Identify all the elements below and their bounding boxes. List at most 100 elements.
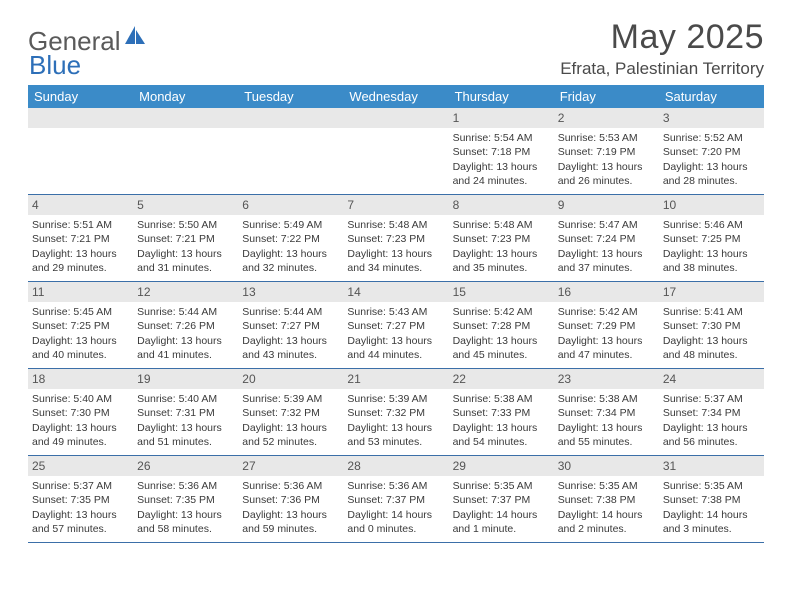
date-number: 22 bbox=[449, 369, 554, 389]
day-cell: 2Sunrise: 5:53 AMSunset: 7:19 PMDaylight… bbox=[554, 108, 659, 194]
sun-info-line: and 34 minutes. bbox=[347, 261, 444, 275]
date-number: 8 bbox=[449, 195, 554, 215]
sun-info-line: Sunrise: 5:42 AM bbox=[558, 305, 655, 319]
day-cell: 12Sunrise: 5:44 AMSunset: 7:26 PMDayligh… bbox=[133, 282, 238, 368]
sun-info-line: Sunset: 7:34 PM bbox=[663, 406, 760, 420]
sun-info-line: Daylight: 13 hours bbox=[137, 508, 234, 522]
sun-info-line: Daylight: 13 hours bbox=[453, 160, 550, 174]
day-cell: 1Sunrise: 5:54 AMSunset: 7:18 PMDaylight… bbox=[449, 108, 554, 194]
date-number: 23 bbox=[554, 369, 659, 389]
sun-info-line: and 53 minutes. bbox=[347, 435, 444, 449]
sun-info-line: Sunset: 7:27 PM bbox=[347, 319, 444, 333]
sun-info-line: Sunset: 7:37 PM bbox=[347, 493, 444, 507]
sun-info-line: Sunrise: 5:46 AM bbox=[663, 218, 760, 232]
date-number: 20 bbox=[238, 369, 343, 389]
sun-info-line: and 48 minutes. bbox=[663, 348, 760, 362]
day-cell: 13Sunrise: 5:44 AMSunset: 7:27 PMDayligh… bbox=[238, 282, 343, 368]
day-cell: 10Sunrise: 5:46 AMSunset: 7:25 PMDayligh… bbox=[659, 195, 764, 281]
sun-info-line: and 47 minutes. bbox=[558, 348, 655, 362]
month-title: May 2025 bbox=[560, 18, 764, 57]
date-number: 25 bbox=[28, 456, 133, 476]
sun-info-line: Sunrise: 5:35 AM bbox=[558, 479, 655, 493]
sun-info-line: Sunrise: 5:38 AM bbox=[558, 392, 655, 406]
sun-info-line: Daylight: 13 hours bbox=[663, 334, 760, 348]
weeks-container: 1Sunrise: 5:54 AMSunset: 7:18 PMDaylight… bbox=[28, 108, 764, 543]
day-cell: 11Sunrise: 5:45 AMSunset: 7:25 PMDayligh… bbox=[28, 282, 133, 368]
sun-info-line: Daylight: 13 hours bbox=[242, 508, 339, 522]
sun-info-line: Sunset: 7:37 PM bbox=[453, 493, 550, 507]
sun-info-line: Sunrise: 5:48 AM bbox=[347, 218, 444, 232]
sun-info-line: Sunrise: 5:45 AM bbox=[32, 305, 129, 319]
sun-info-line: Daylight: 13 hours bbox=[137, 421, 234, 435]
date-number: 13 bbox=[238, 282, 343, 302]
day-cell: 6Sunrise: 5:49 AMSunset: 7:22 PMDaylight… bbox=[238, 195, 343, 281]
day-header: Sunday bbox=[28, 85, 133, 108]
date-number: 24 bbox=[659, 369, 764, 389]
date-number: 5 bbox=[133, 195, 238, 215]
sun-info-line: Daylight: 13 hours bbox=[32, 334, 129, 348]
sun-info-line: and 51 minutes. bbox=[137, 435, 234, 449]
sun-info-line: Sunset: 7:34 PM bbox=[558, 406, 655, 420]
sun-info-line: Sunset: 7:21 PM bbox=[137, 232, 234, 246]
sun-info-line: and 44 minutes. bbox=[347, 348, 444, 362]
sun-info-line: Daylight: 13 hours bbox=[347, 334, 444, 348]
date-number bbox=[28, 108, 133, 128]
date-number: 6 bbox=[238, 195, 343, 215]
sun-info-line: Daylight: 13 hours bbox=[242, 334, 339, 348]
date-number bbox=[238, 108, 343, 128]
day-cell: 27Sunrise: 5:36 AMSunset: 7:36 PMDayligh… bbox=[238, 456, 343, 542]
sun-info-line: and 31 minutes. bbox=[137, 261, 234, 275]
sun-info-line: Daylight: 13 hours bbox=[137, 334, 234, 348]
sun-info-line: Daylight: 13 hours bbox=[32, 508, 129, 522]
sun-info-line: Sunrise: 5:50 AM bbox=[137, 218, 234, 232]
date-number: 21 bbox=[343, 369, 448, 389]
sun-info-line: Sunset: 7:32 PM bbox=[347, 406, 444, 420]
sun-info-line: and 43 minutes. bbox=[242, 348, 339, 362]
day-cell: 24Sunrise: 5:37 AMSunset: 7:34 PMDayligh… bbox=[659, 369, 764, 455]
sun-info-line: Sunset: 7:19 PM bbox=[558, 145, 655, 159]
date-number: 26 bbox=[133, 456, 238, 476]
sun-info-line: and 38 minutes. bbox=[663, 261, 760, 275]
day-cell bbox=[343, 108, 448, 194]
sun-info-line: Sunrise: 5:52 AM bbox=[663, 131, 760, 145]
sun-info-line: Sunrise: 5:36 AM bbox=[347, 479, 444, 493]
date-number: 27 bbox=[238, 456, 343, 476]
day-cell: 31Sunrise: 5:35 AMSunset: 7:38 PMDayligh… bbox=[659, 456, 764, 542]
sun-info-line: Sunset: 7:31 PM bbox=[137, 406, 234, 420]
sun-info-line: Sunrise: 5:49 AM bbox=[242, 218, 339, 232]
sun-info-line: and 56 minutes. bbox=[663, 435, 760, 449]
date-number bbox=[343, 108, 448, 128]
day-cell: 21Sunrise: 5:39 AMSunset: 7:32 PMDayligh… bbox=[343, 369, 448, 455]
sun-info-line: Daylight: 13 hours bbox=[558, 247, 655, 261]
day-cell: 3Sunrise: 5:52 AMSunset: 7:20 PMDaylight… bbox=[659, 108, 764, 194]
day-cell: 8Sunrise: 5:48 AMSunset: 7:23 PMDaylight… bbox=[449, 195, 554, 281]
sun-info-line: Sunrise: 5:38 AM bbox=[453, 392, 550, 406]
sun-info-line: Daylight: 14 hours bbox=[663, 508, 760, 522]
sun-info-line: and 3 minutes. bbox=[663, 522, 760, 536]
date-number: 11 bbox=[28, 282, 133, 302]
day-cell: 4Sunrise: 5:51 AMSunset: 7:21 PMDaylight… bbox=[28, 195, 133, 281]
sun-info-line: Sunrise: 5:44 AM bbox=[137, 305, 234, 319]
sun-info-line: Sunset: 7:20 PM bbox=[663, 145, 760, 159]
sun-info-line: and 41 minutes. bbox=[137, 348, 234, 362]
day-cell: 29Sunrise: 5:35 AMSunset: 7:37 PMDayligh… bbox=[449, 456, 554, 542]
sun-info-line: Sunset: 7:26 PM bbox=[137, 319, 234, 333]
sun-info-line: Sunset: 7:38 PM bbox=[558, 493, 655, 507]
sun-info-line: Sunrise: 5:43 AM bbox=[347, 305, 444, 319]
week-row: 25Sunrise: 5:37 AMSunset: 7:35 PMDayligh… bbox=[28, 456, 764, 543]
sun-info-line: Sunrise: 5:40 AM bbox=[137, 392, 234, 406]
date-number: 16 bbox=[554, 282, 659, 302]
sun-info-line: Sunset: 7:18 PM bbox=[453, 145, 550, 159]
sun-info-line: Daylight: 13 hours bbox=[453, 421, 550, 435]
day-header: Wednesday bbox=[343, 85, 448, 108]
sun-info-line: Sunset: 7:24 PM bbox=[558, 232, 655, 246]
sun-info-line: Sunrise: 5:53 AM bbox=[558, 131, 655, 145]
day-header: Tuesday bbox=[238, 85, 343, 108]
sun-info-line: Sunset: 7:32 PM bbox=[242, 406, 339, 420]
sun-info-line: Daylight: 13 hours bbox=[242, 247, 339, 261]
sun-info-line: and 59 minutes. bbox=[242, 522, 339, 536]
sun-info-line: Sunset: 7:29 PM bbox=[558, 319, 655, 333]
sun-info-line: Daylight: 13 hours bbox=[347, 421, 444, 435]
logo-text-2: Blue bbox=[29, 50, 81, 80]
sun-info-line: and 40 minutes. bbox=[32, 348, 129, 362]
